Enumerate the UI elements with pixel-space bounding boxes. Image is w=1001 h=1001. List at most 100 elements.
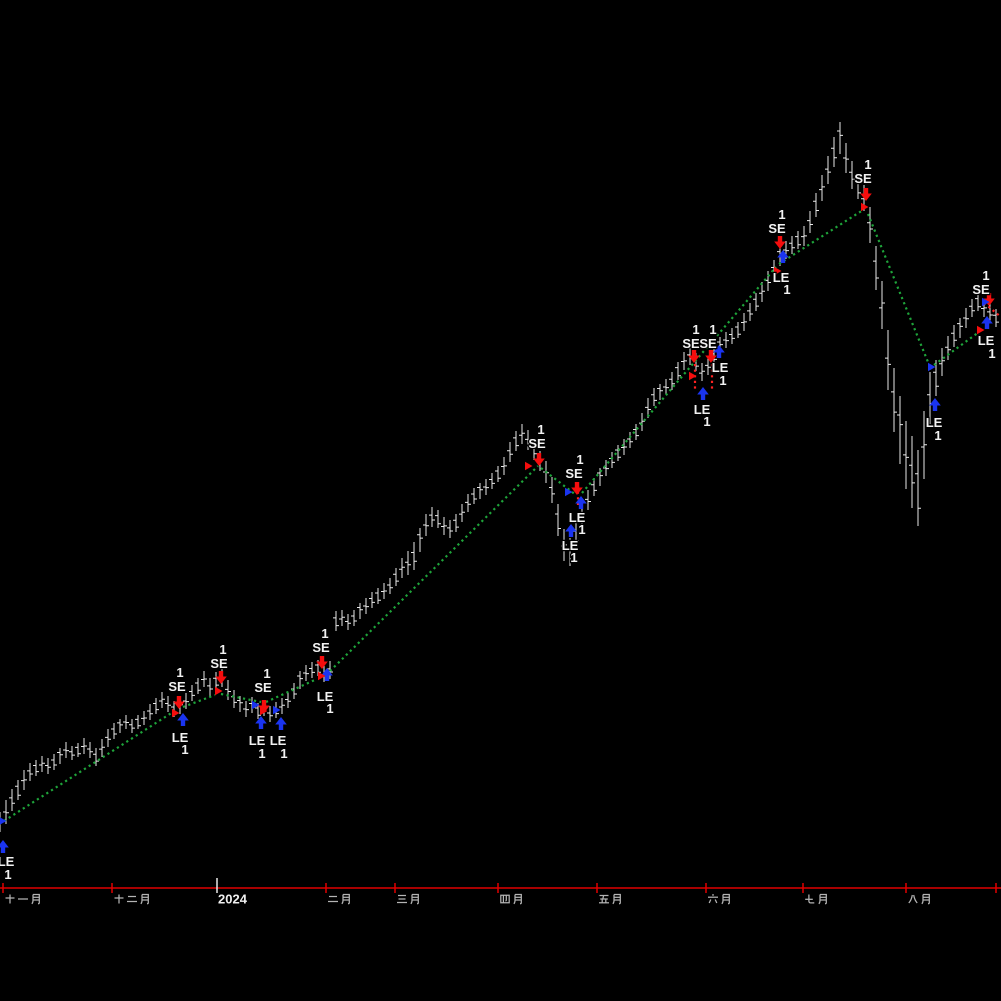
- short-entry-arrow-icon: [860, 188, 872, 201]
- cjk-glyph: [341, 893, 350, 905]
- winning-trade-dotted-line: [866, 213, 932, 368]
- glyph-stroke: [820, 893, 827, 905]
- trade-label: LE: [926, 415, 943, 430]
- trade-label: 1: [778, 207, 785, 222]
- winning-trade-dotted-line: [3, 709, 177, 822]
- winning-trade-dotted-line: [581, 266, 777, 494]
- glyph-stroke: [515, 893, 522, 905]
- axis-month-label: 2024: [218, 892, 248, 907]
- trade-label: 1: [258, 746, 265, 761]
- short-entry-arrow-icon: [173, 696, 185, 709]
- glyph-stroke: [343, 893, 350, 905]
- trade-label: LE: [694, 402, 711, 417]
- exit-triangle-red-icon: [689, 371, 697, 381]
- cjk-glyph: [114, 894, 124, 904]
- trade-label: SE: [528, 436, 546, 451]
- exit-triangle-red-icon: [861, 202, 869, 212]
- short-entry-arrow-icon: [258, 700, 270, 713]
- trade-label: 1: [783, 282, 790, 297]
- trade-label: 1: [578, 522, 585, 537]
- trade-label: LE: [0, 854, 15, 869]
- glyph-stroke: [513, 894, 516, 905]
- cjk-glyph: [908, 894, 918, 904]
- axis-month-label: [599, 893, 621, 905]
- axis-month-label: [397, 893, 419, 905]
- trade-label: 1: [576, 452, 583, 467]
- trade-label: SE: [699, 336, 717, 351]
- trade-label: 1: [280, 746, 287, 761]
- short-entry-arrow-icon: [571, 482, 583, 495]
- long-entry-arrow-icon: [929, 398, 941, 411]
- axis-month-label: [708, 893, 730, 905]
- axis-month-label: [328, 893, 350, 905]
- glyph-stroke: [818, 894, 821, 905]
- short-entry-arrow-icon: [774, 236, 786, 249]
- exit-triangle-red-icon: [215, 686, 223, 696]
- trade-label: SE: [312, 640, 330, 655]
- cjk-glyph: [500, 894, 510, 904]
- short-entry-arrow-icon: [533, 453, 545, 466]
- cjk-glyph: [818, 893, 827, 905]
- trade-label: SE: [210, 656, 228, 671]
- glyph-stroke: [142, 893, 149, 905]
- trade-label: 1: [719, 373, 726, 388]
- exit-triangle-blue-icon: [565, 487, 573, 497]
- glyph-stroke: [714, 899, 718, 904]
- winning-trade-dotted-line: [220, 692, 262, 704]
- glyph-stroke: [500, 894, 510, 904]
- trade-label: SE: [682, 336, 700, 351]
- cjk-glyph: [410, 893, 419, 905]
- glyph-stroke: [908, 894, 913, 904]
- glyph-stroke: [614, 893, 621, 905]
- glyph-stroke: [505, 895, 507, 902]
- cjk-glyph: [721, 893, 730, 905]
- exit-triangle-red-icon: [774, 266, 782, 276]
- short-entry-arrow-icon: [983, 293, 995, 306]
- trade-label: SE: [854, 171, 872, 186]
- long-entry-arrow-icon: [321, 668, 333, 681]
- trade-label: 1: [709, 322, 716, 337]
- cjk-glyph: [921, 893, 930, 905]
- glyph-stroke: [923, 893, 930, 905]
- trade-label: LE: [978, 333, 995, 348]
- axis-month-label: [500, 893, 522, 905]
- glyph-stroke: [808, 894, 815, 904]
- year-label: 2024: [218, 892, 248, 907]
- exit-triangle-red-icon: [977, 325, 985, 335]
- losing-trade-dotted-line: [983, 302, 1001, 318]
- exit-triangle-blue-icon: [982, 297, 990, 307]
- trade-label: LE: [249, 733, 266, 748]
- glyph-stroke: [721, 894, 724, 905]
- exit-triangle-red-icon: [525, 461, 533, 471]
- exit-triangle-red-icon: [260, 706, 268, 716]
- exit-triangle-blue-icon: [273, 705, 281, 715]
- cjk-glyph: [328, 895, 338, 903]
- winning-trade-dotted-line: [325, 465, 539, 676]
- trade-labels: LE11SELE11SE1SELE1LE11SELE11SE1SELE1LE11…: [0, 156, 997, 884]
- cjk-glyph: [5, 894, 15, 904]
- axis-month-label: [114, 893, 149, 905]
- trade-label: LE: [172, 730, 189, 745]
- x-axis[interactable]: 2024: [0, 878, 1001, 907]
- cjk-glyph: [612, 893, 621, 905]
- ohlc-bars: [0, 122, 999, 832]
- trade-label: 1: [537, 422, 544, 437]
- cjk-glyph: [127, 895, 137, 903]
- long-entry-arrow-icon: [275, 717, 287, 730]
- trade-label: 1: [570, 550, 577, 565]
- winning-trade-dotted-line: [182, 693, 216, 709]
- exit-triangle-red-icon: [318, 671, 326, 681]
- glyph-stroke: [412, 893, 419, 905]
- long-entry-arrow-icon: [565, 524, 577, 537]
- long-entry-arrow-icon: [713, 345, 725, 358]
- winning-trade-dotted-line: [933, 331, 980, 366]
- trade-label: 1: [934, 428, 941, 443]
- trade-label: LE: [773, 270, 790, 285]
- long-entry-arrow-icon: [0, 840, 9, 853]
- long-entry-arrow-icon: [981, 316, 993, 329]
- axis-month-label: [805, 893, 827, 905]
- trade-label: 1: [321, 626, 328, 641]
- trade-label: 1: [988, 346, 995, 361]
